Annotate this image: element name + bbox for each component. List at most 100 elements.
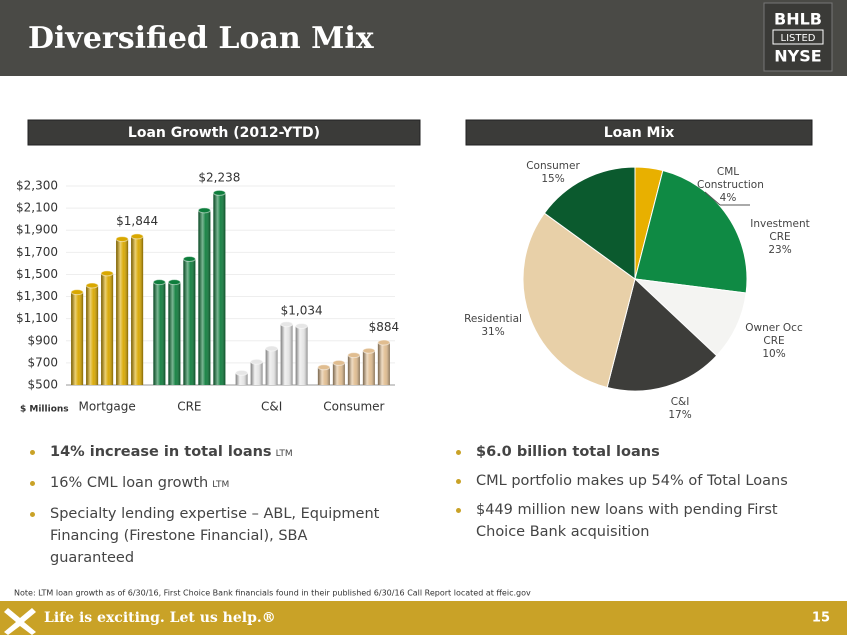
bullet: $449 million new loans with pending Firs… [454, 499, 824, 543]
bar-shade [250, 361, 263, 385]
bullet-list: 14% increase in total loans LTM 16% CML lo… [28, 441, 388, 576]
bar-shade [362, 350, 375, 385]
bar-shade [86, 285, 99, 385]
bar-cap [377, 339, 391, 346]
slice-value: 4% [719, 192, 737, 204]
pie-slice [522, 212, 636, 389]
slice-name: Residential [464, 313, 522, 325]
bar-cap [100, 270, 114, 277]
bullet-text: Specialty lending expertise – ABL, Equip… [50, 506, 380, 566]
section-header [27, 119, 421, 146]
y-tick-label: $700 [27, 355, 58, 369]
bar-cap [347, 352, 361, 359]
bar-cap [332, 359, 346, 366]
bullet: 14% increase in total loans LTM [28, 441, 388, 465]
data-label: $1,034 [281, 303, 323, 317]
slice-label: C&I 17% [640, 396, 720, 422]
bar-cap [280, 321, 294, 328]
bullet: $6.0 billion total loans [454, 441, 824, 463]
bar-cap [197, 207, 211, 214]
slide-title: Diversified Loan Mix [28, 21, 375, 56]
bullet-text: $449 million new loans with pending Firs… [476, 502, 778, 540]
y-tick-label: $1,300 [16, 289, 58, 303]
bar-shade [295, 325, 308, 385]
slice-value: 31% [481, 326, 505, 338]
bullet-text: $6.0 billion total loans [476, 444, 660, 460]
leader-line [704, 191, 721, 206]
footer-bar [0, 601, 847, 635]
y-tick-label: $2,100 [16, 201, 58, 215]
bar-shade [235, 372, 248, 385]
bar-shade [71, 292, 84, 385]
bullet: CML portfolio makes up 54% of Total Loan… [454, 470, 824, 492]
slice-value: 17% [668, 409, 692, 421]
bar-cap [212, 189, 226, 196]
bullet: 16% CML loan growth LTM [28, 472, 388, 496]
data-label: $884 [369, 320, 400, 334]
slice-value: 15% [541, 173, 565, 185]
slice-name: CML Construction [697, 166, 764, 191]
bar-cap [265, 345, 279, 352]
section-title: Loan Mix [604, 125, 675, 141]
data-label: $1,844 [116, 214, 158, 228]
bar-shade [377, 342, 390, 385]
bar-shade [168, 282, 181, 385]
slice-label: CML Construction 4% [697, 166, 764, 205]
x-tick-label: Consumer [323, 400, 384, 414]
bar-cap [115, 236, 129, 243]
logo-box [763, 2, 833, 72]
logo-text: BHLB [774, 10, 822, 29]
bar-shade [332, 362, 345, 385]
bar-shade [198, 210, 211, 385]
note: Note: LTM loan growth as of 6/30/16, Fir… [14, 589, 531, 598]
bar-shade [213, 192, 226, 385]
x-tick-label: C&I [261, 400, 282, 414]
bullet-tag: LTM [212, 480, 230, 490]
slice-value: 23% [768, 244, 792, 256]
bar-shade [101, 273, 114, 385]
data-label: $2,238 [198, 170, 240, 184]
slice-name: Investment CRE [750, 218, 810, 243]
bar-shade [116, 239, 129, 385]
y-tick-label: $1,700 [16, 245, 58, 259]
bar-cap [182, 255, 196, 262]
section-title: Loan Growth (2012-YTD) [128, 125, 320, 141]
slice-label: Residential 31% [453, 313, 533, 339]
y-tick-label: $500 [27, 378, 58, 392]
tagline: Life is exciting. Let us help.® [44, 610, 276, 626]
y-tick-label: $2,300 [16, 179, 58, 193]
y-tick-label: $900 [27, 333, 58, 347]
bar-shade [280, 324, 293, 385]
bar-cap [235, 369, 249, 376]
bar-shade [317, 367, 330, 385]
pie-slice [634, 169, 748, 294]
logo-text: NYSE [774, 47, 821, 66]
slice-label: Consumer 15% [513, 160, 593, 186]
bullet-text: 16% CML loan growth [50, 475, 209, 491]
x-tick-label: CRE [177, 400, 201, 414]
bullet-text: CML portfolio makes up 54% of Total Loan… [476, 473, 788, 489]
slice-name: Owner Occ CRE [745, 322, 803, 347]
bar-shade [131, 236, 144, 385]
bar-cap [295, 322, 309, 329]
bar-shade [265, 348, 278, 385]
slice-label: Owner Occ CRE 10% [743, 322, 805, 361]
bar-cap [167, 279, 181, 286]
x-tick-label: Mortgage [78, 400, 135, 414]
slice-label: Investment CRE 23% [749, 218, 811, 257]
bar-cap [362, 347, 376, 354]
section-header [465, 119, 813, 146]
logo-text: LISTED [781, 33, 816, 44]
y-tick-label: $1,500 [16, 267, 58, 281]
footer-logo [4, 608, 36, 635]
bar-cap [85, 282, 99, 289]
bar-cap [317, 364, 331, 371]
logo-frame [772, 29, 824, 45]
axis-label: $ Millions [20, 405, 69, 415]
bar-cap [152, 279, 166, 286]
bullet-tag: LTM [275, 449, 293, 459]
y-tick-label: $1,900 [16, 223, 58, 237]
bar-shade [347, 355, 360, 385]
